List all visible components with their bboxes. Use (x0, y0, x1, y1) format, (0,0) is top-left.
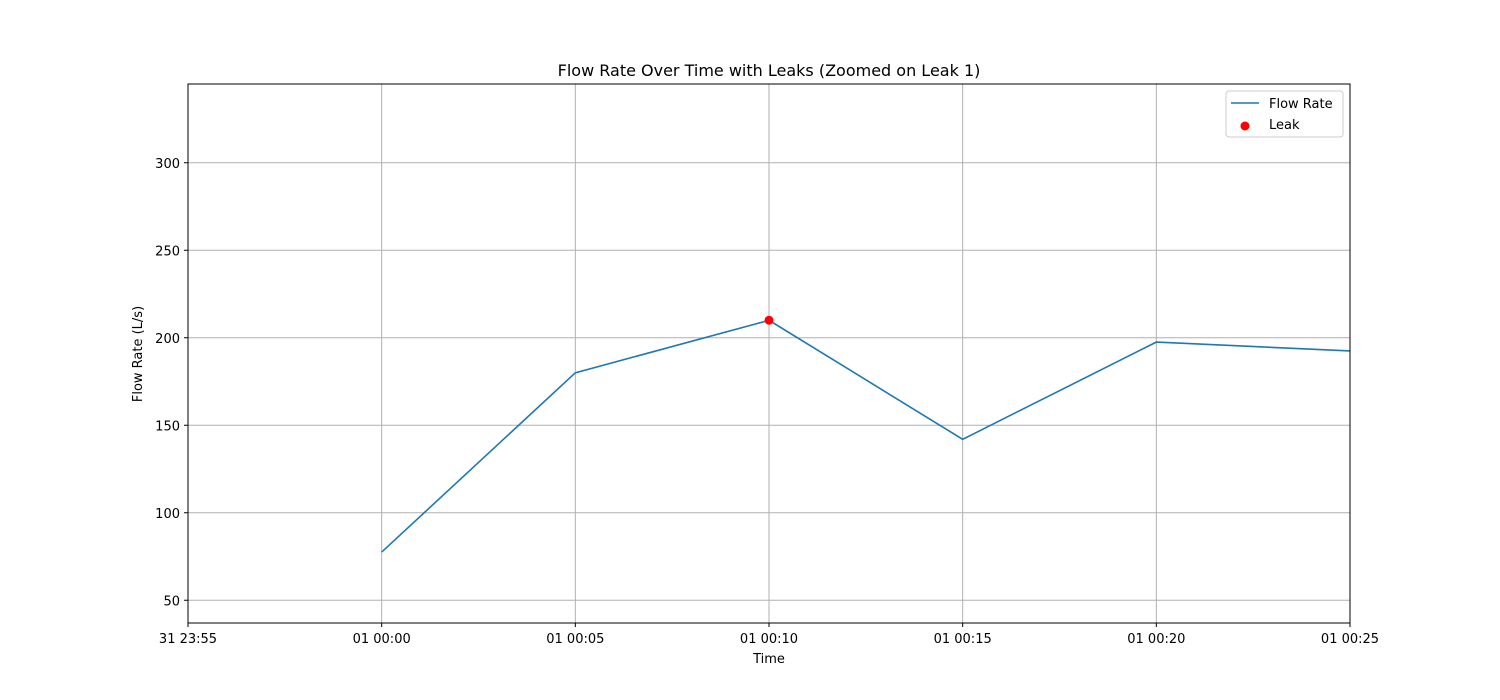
y-tick-label: 150 (155, 419, 180, 434)
y-axis: 50 100 150 200 250 300 (155, 157, 188, 609)
legend-label: Flow Rate (1269, 97, 1333, 112)
plot-area (381, 315, 1351, 553)
x-tick-label: 01 00:25 (1321, 632, 1379, 647)
x-tick-label: 01 00:00 (353, 632, 411, 647)
y-tick-label: 100 (155, 507, 180, 522)
y-tick-label: 250 (155, 244, 180, 259)
x-tick-label: 01 00:05 (546, 632, 604, 647)
x-tick-label: 01 00:15 (934, 632, 992, 647)
legend-dot-swatch (1240, 121, 1250, 131)
flow-rate-line (381, 319, 1351, 553)
y-tick-label: 50 (163, 594, 180, 609)
y-axis-label: Flow Rate (L/s) (131, 306, 146, 402)
leak-point (764, 315, 774, 325)
y-tick-label: 300 (155, 157, 180, 172)
x-axis: 31 23:55 01 00:00 01 00:05 01 00:10 01 00:15… (159, 623, 1379, 647)
chart-title: Flow Rate Over Time with Leaks (Zoomed o… (558, 61, 981, 80)
legend-label: Leak (1269, 118, 1300, 133)
x-tick-label: 01 00:10 (740, 632, 798, 647)
x-tick-label: 31 23:55 (159, 632, 217, 647)
x-axis-label: Time (752, 652, 785, 667)
legend: Flow Rate Leak (1225, 90, 1344, 138)
x-tick-label: 01 00:20 (1127, 632, 1185, 647)
y-tick-label: 200 (155, 332, 180, 347)
grid (187, 84, 1351, 623)
